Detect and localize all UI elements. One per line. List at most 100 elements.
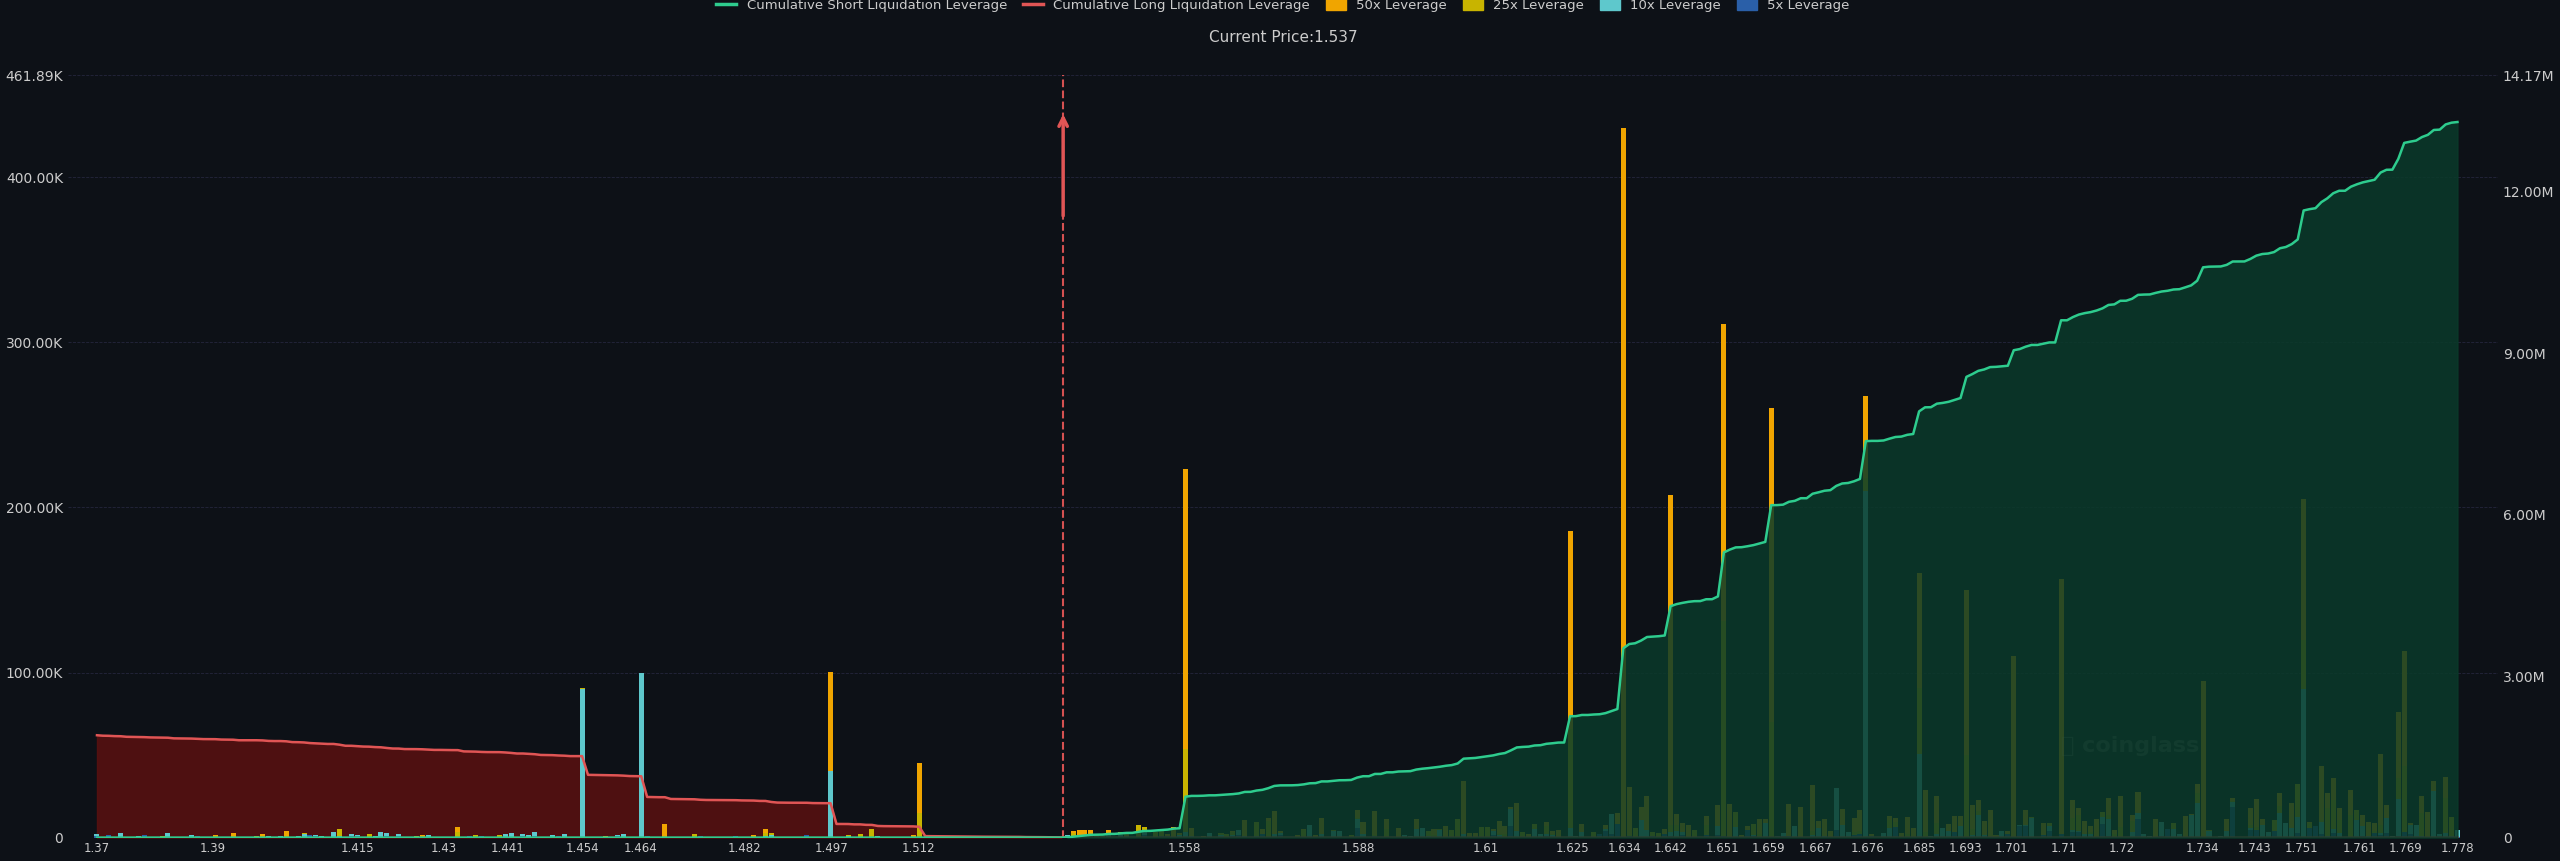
Bar — [195, 836, 200, 838]
Bar — [1679, 823, 1684, 832]
Bar — [456, 827, 461, 833]
Bar — [2401, 766, 2406, 833]
Bar — [2230, 807, 2235, 838]
Bar — [1751, 836, 1756, 838]
Bar — [2176, 834, 2181, 837]
Bar — [2225, 831, 2230, 838]
Bar — [1669, 836, 1674, 838]
Bar — [1490, 831, 1495, 835]
Bar — [2135, 819, 2140, 838]
Bar — [2378, 835, 2383, 838]
Bar — [1679, 832, 1684, 835]
Bar — [1106, 833, 1111, 834]
Bar — [691, 834, 696, 838]
Bar — [1354, 810, 1359, 818]
Bar — [1900, 833, 1905, 837]
Bar — [622, 834, 627, 838]
Bar — [2278, 793, 2284, 806]
Bar — [2017, 825, 2022, 826]
Bar — [2396, 712, 2401, 777]
Bar — [1403, 835, 1408, 838]
Bar — [2004, 833, 2010, 838]
Bar — [2284, 823, 2289, 838]
Bar — [1661, 829, 1667, 834]
Bar — [1651, 833, 1656, 836]
Bar — [1603, 825, 1608, 829]
Bar — [1249, 837, 1252, 838]
Bar — [356, 835, 361, 836]
Bar — [2260, 825, 2266, 837]
Bar — [1070, 833, 1075, 837]
Bar — [1277, 835, 1283, 838]
Bar — [1715, 805, 1720, 827]
Bar — [1687, 825, 1692, 838]
Bar — [1462, 834, 1467, 838]
Bar — [2324, 808, 2330, 836]
Bar — [1928, 836, 1933, 838]
Bar — [1567, 531, 1572, 729]
Bar — [1851, 832, 1856, 835]
Bar — [2414, 825, 2419, 838]
Bar — [1935, 796, 1940, 822]
Bar — [1651, 836, 1656, 838]
Bar — [1318, 834, 1324, 838]
Bar — [136, 836, 141, 837]
Bar — [1751, 835, 1756, 836]
Bar — [1797, 807, 1802, 838]
Bar — [509, 833, 515, 837]
Bar — [2248, 828, 2253, 830]
Bar — [1841, 825, 1846, 838]
Bar — [330, 832, 335, 838]
Bar — [1408, 836, 1413, 837]
Bar — [2301, 689, 2307, 838]
Bar — [1964, 590, 1969, 755]
Bar — [2260, 819, 2266, 825]
Bar — [2360, 836, 2365, 838]
Bar — [1669, 825, 1674, 832]
Bar — [1859, 831, 1864, 833]
Bar — [1923, 790, 1928, 832]
Bar — [1580, 832, 1585, 838]
Bar — [2248, 808, 2253, 825]
Bar — [1751, 825, 1756, 835]
Bar — [159, 836, 164, 838]
Bar — [2189, 815, 2194, 838]
Bar — [2012, 656, 2017, 838]
Bar — [1088, 837, 1093, 838]
Bar — [348, 836, 353, 838]
Bar — [113, 837, 118, 838]
Bar — [1313, 835, 1318, 837]
Bar — [2071, 800, 2076, 818]
Bar — [1917, 573, 1923, 689]
Bar — [2406, 823, 2412, 825]
Bar — [1272, 834, 1277, 837]
Bar — [2099, 812, 2104, 817]
Bar — [2401, 833, 2406, 838]
Bar — [1864, 396, 1869, 479]
Bar — [1964, 755, 1969, 838]
Bar — [1065, 835, 1070, 837]
Bar — [2248, 825, 2253, 828]
Bar — [1265, 818, 1270, 821]
Bar — [527, 835, 532, 838]
Bar — [1715, 835, 1720, 838]
Bar — [2040, 823, 2045, 834]
Bar — [2278, 814, 2284, 838]
Bar — [2373, 833, 2378, 838]
Bar — [2432, 781, 2437, 790]
Bar — [1544, 827, 1549, 834]
Bar — [1467, 833, 1472, 838]
Bar — [1953, 815, 1956, 832]
Bar — [1093, 836, 1098, 837]
Bar — [1833, 830, 1838, 838]
Bar — [1498, 821, 1503, 834]
Bar — [2022, 825, 2028, 827]
Bar — [2048, 826, 2051, 831]
Bar — [2107, 819, 2112, 836]
Bar — [1746, 830, 1751, 838]
Bar — [261, 833, 266, 838]
Bar — [1644, 796, 1649, 830]
Bar — [2271, 821, 2276, 831]
Bar — [2319, 834, 2324, 838]
Bar — [189, 835, 195, 838]
